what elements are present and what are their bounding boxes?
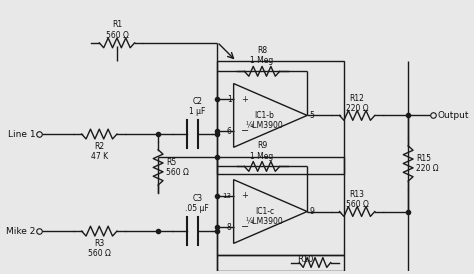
Text: R9
1 Meg: R9 1 Meg [250,141,273,161]
Text: 8: 8 [227,223,232,232]
Bar [217,255,345,271]
Text: 13: 13 [223,193,232,199]
Text: R10: R10 [297,255,313,264]
Text: −: − [241,126,250,136]
Text: R12
220 Ω: R12 220 Ω [346,94,368,113]
Text: 9: 9 [309,207,314,216]
Text: R8
1 Meg: R8 1 Meg [250,46,273,65]
Text: IC1-b
¼LM3900: IC1-b ¼LM3900 [246,111,283,130]
Text: Line 1: Line 1 [8,130,36,139]
Text: R1
560 Ω: R1 560 Ω [106,20,128,40]
Text: Output: Output [438,111,469,120]
Text: R3
560 Ω: R3 560 Ω [88,239,111,258]
Text: R5
560 Ω: R5 560 Ω [166,158,189,177]
Text: R2
47 K: R2 47 K [91,142,108,161]
Text: +: + [241,95,248,104]
Bar [217,157,345,255]
Text: 5: 5 [309,111,314,120]
Text: C3
.05 μF: C3 .05 μF [185,194,209,213]
Text: 1: 1 [227,95,232,104]
Text: IC1-c
¼LM3900: IC1-c ¼LM3900 [246,207,283,226]
Text: R15
220 Ω: R15 220 Ω [416,154,438,173]
Text: −: − [241,222,250,232]
Text: 6: 6 [227,127,232,136]
Text: Mike 2: Mike 2 [6,227,36,236]
Bar [217,61,345,174]
Text: +: + [241,191,248,200]
Text: R13
560 Ω: R13 560 Ω [346,190,369,209]
Text: C2
1 μF: C2 1 μF [189,97,206,116]
